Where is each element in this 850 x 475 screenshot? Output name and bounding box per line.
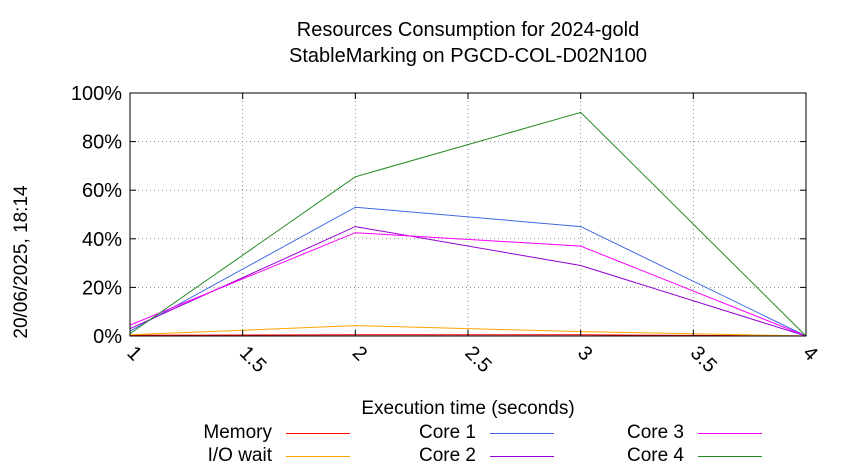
chart-title-line-2: StableMarking on PGCD-COL-D02N100 [289, 45, 647, 67]
legend-label-core-3: Core 3 [626, 422, 684, 443]
series-line-core-3 [129, 232, 807, 337]
x-tick-label: 3 [573, 342, 596, 365]
legend-label-core-4: Core 4 [626, 445, 684, 466]
legend-swatch-io-wait [286, 456, 350, 457]
legend-label-core-1: Core 1 [418, 422, 476, 443]
y-tick-label: 100% [71, 83, 122, 105]
x-axis-label: Execution time (seconds) [361, 398, 575, 419]
legend-swatch-memory [286, 433, 350, 434]
x-tick-label: 4 [798, 342, 821, 365]
x-tick-label: 1.5 [235, 342, 270, 377]
grid [130, 93, 806, 336]
y-tick-label: 0% [93, 326, 122, 348]
y-tick-label: 80% [82, 132, 122, 154]
x-tick-label: 2 [348, 342, 371, 365]
legend-swatch-core-3 [698, 433, 762, 434]
legend-label-io-wait: I/O wait [207, 445, 272, 466]
timestamp: 20/06/2025, 18:14 [11, 185, 32, 339]
y-tick-label: 60% [82, 180, 122, 202]
y-tick-label: 40% [82, 229, 122, 251]
x-tick-label: 3.5 [686, 342, 721, 377]
legend-swatch-core-1 [490, 433, 554, 434]
x-tick-label: 1 [122, 342, 145, 365]
series-line-core-4 [129, 111, 807, 337]
legend-label-memory: Memory [203, 422, 272, 443]
legend-swatch-core-2 [490, 456, 554, 457]
legend-swatch-core-4 [698, 456, 762, 457]
chart-title-line-1: Resources Consumption for 2024-gold [296, 19, 640, 41]
legend-label-core-2: Core 2 [418, 445, 476, 466]
y-tick-label: 20% [82, 277, 122, 299]
series-line-core-1 [129, 206, 807, 337]
series-line-core-2 [129, 226, 807, 337]
x-tick-label: 2.5 [460, 342, 495, 377]
